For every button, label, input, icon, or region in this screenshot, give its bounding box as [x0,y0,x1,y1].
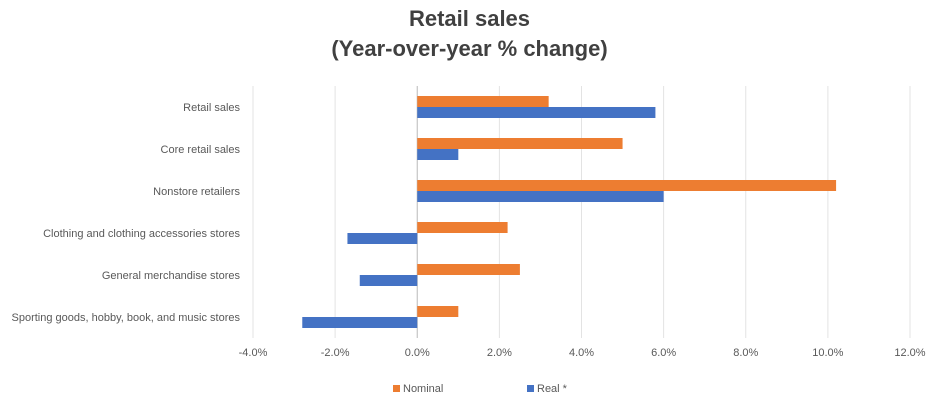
bar-nominal [417,222,508,233]
x-tick-label: 8.0% [733,347,758,359]
x-tick-label: 12.0% [894,347,925,359]
bar-nominal [417,138,623,149]
bar-nominal [417,306,459,317]
x-tick-label: 10.0% [812,347,843,359]
bar-nominal [417,264,520,275]
legend-swatch [527,385,534,392]
bar-real [347,233,418,244]
bar-real [359,275,418,286]
x-tick-label: -4.0% [239,347,268,359]
x-tick-label: 0.0% [405,347,430,359]
category-label: Core retail sales [161,144,241,156]
legend-swatch [393,385,400,392]
chart-title: Retail sales [408,6,531,31]
category-label: Clothing and clothing accessories stores [43,228,240,240]
bar-real [417,191,664,202]
legend-label: Real * [537,383,568,395]
bar-nominal [417,96,549,107]
bar-nominal [417,180,837,191]
bar-real [417,107,656,118]
x-tick-label: 6.0% [651,347,676,359]
chart-subtitle: (Year-over-year % change) [331,36,608,61]
category-label: General merchandise stores [102,270,241,282]
x-tick-label: -2.0% [321,347,350,359]
x-tick-label: 2.0% [487,347,512,359]
legend-label: Nominal [403,383,443,395]
category-label: Retail sales [183,102,240,114]
bar-real [302,317,418,328]
category-label: Nonstore retailers [153,186,240,198]
bar-real [417,149,459,160]
category-label: Sporting goods, hobby, book, and music s… [12,312,241,324]
chart-title-block: Retail sales (Year-over-year % change) [0,4,939,64]
x-tick-label: 4.0% [569,347,594,359]
